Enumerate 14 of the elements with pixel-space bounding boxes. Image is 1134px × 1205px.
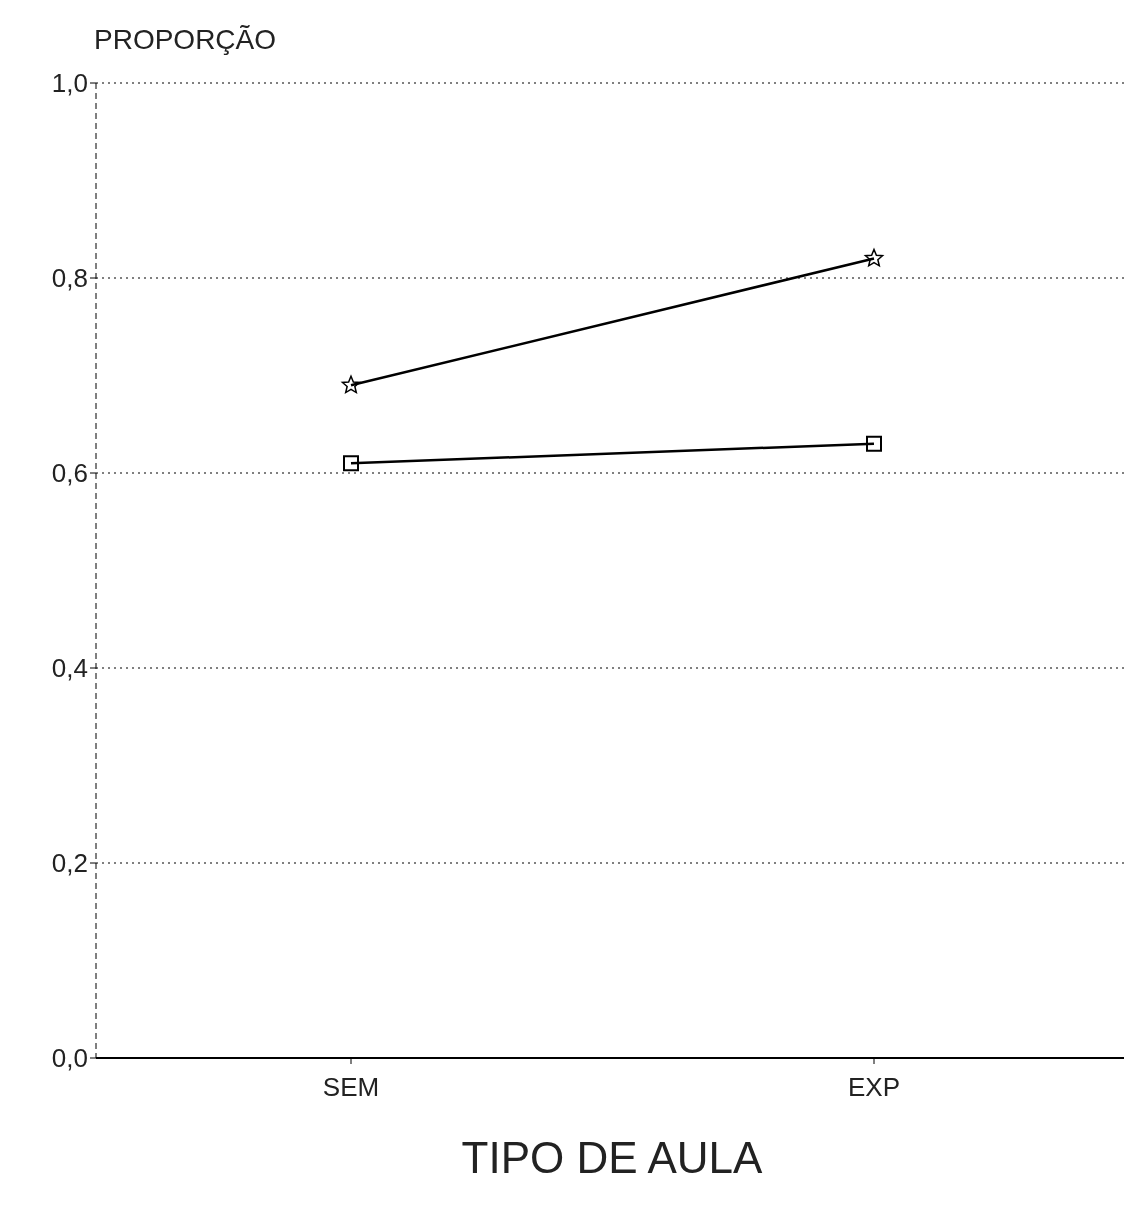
point <box>343 455 359 472</box>
point <box>341 375 361 394</box>
y-tick-label: 0,4 <box>51 653 88 684</box>
point <box>866 435 882 452</box>
y-tick-label: 1,0 <box>51 68 88 99</box>
y-tick-label: 0,0 <box>51 1043 88 1074</box>
y-tick-label: 0,8 <box>51 263 88 294</box>
x-tick-label: SEM <box>322 1072 380 1103</box>
x-tick-label: EXP <box>847 1072 901 1103</box>
point <box>864 248 884 267</box>
y-tick-label: 0,6 <box>51 458 88 489</box>
y-tick-label: 0,2 <box>51 848 88 879</box>
y-axis-title: PROPORÇÃO <box>94 24 277 56</box>
x-axis-title: TIPO DE AULA <box>460 1133 764 1183</box>
